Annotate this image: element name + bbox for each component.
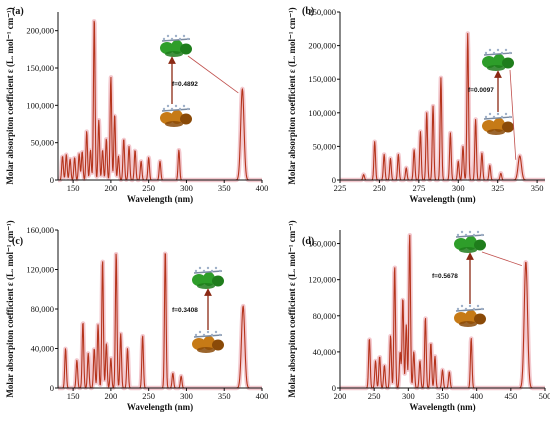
x-axis-title: Wavelength (nm) <box>127 402 193 412</box>
x-tick-label: 225 <box>334 183 347 193</box>
y-tick-label: 0 <box>332 175 336 185</box>
spectrum-halo <box>56 18 264 183</box>
x-tick-label: 300 <box>180 391 193 401</box>
homo-orbital <box>160 104 192 127</box>
y-tick-label: 150,000 <box>308 74 336 84</box>
y-tick-label: 150,000 <box>26 63 54 73</box>
oscillator-strength-label: f=0.4892 <box>172 81 198 88</box>
x-tick-label: 300 <box>452 183 465 193</box>
y-tick-label: 0 <box>50 383 54 393</box>
x-tick-label: 350 <box>436 391 449 401</box>
y-tick-label: 200,000 <box>308 41 336 51</box>
peak-connector <box>481 251 522 266</box>
x-tick-label: 400 <box>470 391 483 401</box>
y-tick-label: 100,000 <box>308 108 336 118</box>
panel-b: 225 250 275 300 325 350 0 50,000 100,000 150,000 2… <box>287 6 547 204</box>
x-tick-label: 200 <box>105 391 118 401</box>
y-tick-label: 0 <box>50 175 54 185</box>
spectrum-line <box>57 253 263 389</box>
x-tick-label: 500 <box>539 391 550 401</box>
y-tick-label: 120,000 <box>308 275 336 285</box>
x-tick-label: 250 <box>142 391 155 401</box>
x-tick-label: 350 <box>218 391 231 401</box>
x-axis-title: Wavelength (nm) <box>409 194 475 204</box>
y-tick-label: 160,000 <box>308 239 336 249</box>
y-tick-label: 40,000 <box>313 347 336 357</box>
homo-orbital <box>482 112 514 135</box>
y-tick-label: 50,000 <box>313 141 336 151</box>
x-tick-label: 150 <box>67 391 80 401</box>
oscillator-strength-label: f=0.5678 <box>432 273 458 280</box>
panel-c: 150 200 250 300 350 400 0 40,000 80,000 120,000 16… <box>5 220 268 412</box>
peak-connector <box>187 55 239 94</box>
x-tick-label: 200 <box>105 183 118 193</box>
y-axis-title: Molar absorpiton coefficient ε (L. mol⁻¹… <box>287 7 297 184</box>
panel-d: 200 250 300 350 400 450 500 0 40,000 80,000 120,00… <box>287 220 550 412</box>
panel-letter: (c) <box>12 236 23 247</box>
homo-orbital <box>192 330 224 353</box>
oscillator-strength-label: f=0.3408 <box>172 307 198 314</box>
x-tick-label: 400 <box>256 183 269 193</box>
panel-letter: (a) <box>12 6 24 17</box>
y-tick-label: 50,000 <box>31 138 54 148</box>
x-tick-label: 350 <box>531 183 544 193</box>
panel-letter: (b) <box>302 6 314 17</box>
y-tick-label: 250,000 <box>308 7 336 17</box>
y-tick-label: 120,000 <box>26 265 54 275</box>
x-tick-label: 150 <box>67 183 80 193</box>
lumo-orbital <box>160 34 192 57</box>
x-tick-label: 400 <box>256 391 269 401</box>
y-tick-label: 100,000 <box>26 100 54 110</box>
x-tick-label: 450 <box>504 391 517 401</box>
x-tick-label: 250 <box>368 391 381 401</box>
lumo-orbital <box>192 266 224 289</box>
x-tick-label: 350 <box>218 183 231 193</box>
y-tick-label: 80,000 <box>31 304 54 314</box>
x-tick-label: 275 <box>412 183 425 193</box>
y-tick-label: 160,000 <box>26 225 54 235</box>
x-axis-title: Wavelength (nm) <box>127 194 193 204</box>
spectrum-line <box>339 234 546 389</box>
lumo-orbital <box>454 230 486 253</box>
lumo-orbital <box>482 48 514 71</box>
y-tick-label: 0 <box>332 383 336 393</box>
x-tick-label: 250 <box>142 183 155 193</box>
y-tick-label: 200,000 <box>26 26 54 36</box>
x-tick-label: 250 <box>373 183 386 193</box>
x-tick-label: 300 <box>402 391 415 401</box>
oscillator-strength-label: f=0.0097 <box>468 87 494 94</box>
x-tick-label: 300 <box>180 183 193 193</box>
x-tick-label: 200 <box>334 391 347 401</box>
x-tick-label: 325 <box>491 183 504 193</box>
y-axis-title: Molar absorpiton coefficient ε (L. mol⁻¹… <box>5 7 15 184</box>
panel-letter: (d) <box>302 236 314 247</box>
homo-orbital <box>454 304 486 327</box>
y-tick-label: 40,000 <box>31 344 54 354</box>
x-axis-title: Wavelength (nm) <box>409 402 475 412</box>
peak-connector <box>509 69 517 160</box>
y-axis-title: Molar absorpiton coefficient ε (L. mol⁻¹… <box>5 220 15 397</box>
y-tick-label: 80,000 <box>313 311 336 321</box>
y-axis-title: Molar absorpiton coefficient ε (L. mol⁻¹… <box>287 220 297 397</box>
panel-a: 150 200 250 300 350 400 0 50,000 100,000 150,000 2… <box>5 6 268 204</box>
